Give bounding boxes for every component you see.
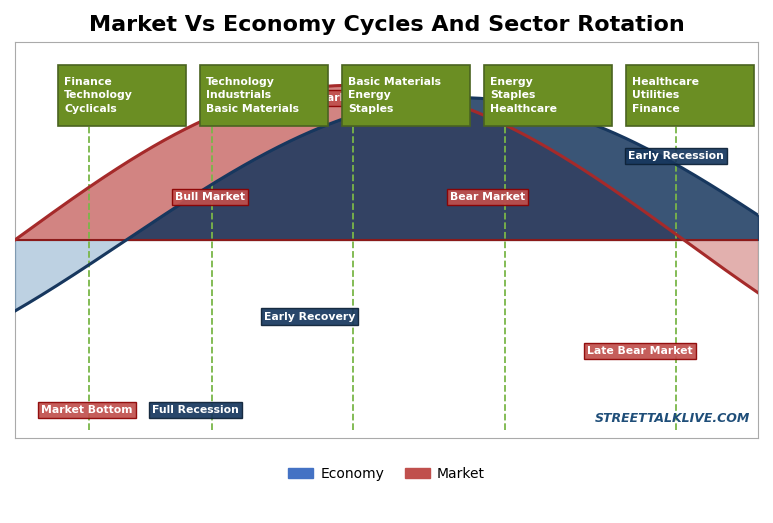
Text: Finance
Technology
Cyclicals: Finance Technology Cyclicals [64,77,133,113]
Legend: Economy, Market: Economy, Market [283,461,490,486]
Text: Energy
Staples
Healthcare: Energy Staples Healthcare [490,77,557,113]
Text: Early Recession: Early Recession [628,151,724,161]
Text: Bull Market: Bull Market [175,191,245,202]
Text: Full Recovery: Full Recovery [502,93,584,103]
Text: Market Top: Market Top [316,93,384,103]
Text: Market Bottom: Market Bottom [41,405,132,415]
Text: STREETTALKLIVE.COM: STREETTALKLIVE.COM [595,412,751,425]
Text: Full Recession: Full Recession [152,405,240,415]
Text: Early Recovery: Early Recovery [264,312,356,322]
Title: Market Vs Economy Cycles And Sector Rotation: Market Vs Economy Cycles And Sector Rota… [89,15,684,35]
Text: Healthcare
Utilities
Finance: Healthcare Utilities Finance [632,77,699,113]
Text: Bear Market: Bear Market [450,191,525,202]
Text: Basic Materials
Energy
Staples: Basic Materials Energy Staples [348,77,441,113]
Text: Technology
Industrials
Basic Materials: Technology Industrials Basic Materials [206,77,299,113]
Text: Late Bear Market: Late Bear Market [587,346,693,356]
